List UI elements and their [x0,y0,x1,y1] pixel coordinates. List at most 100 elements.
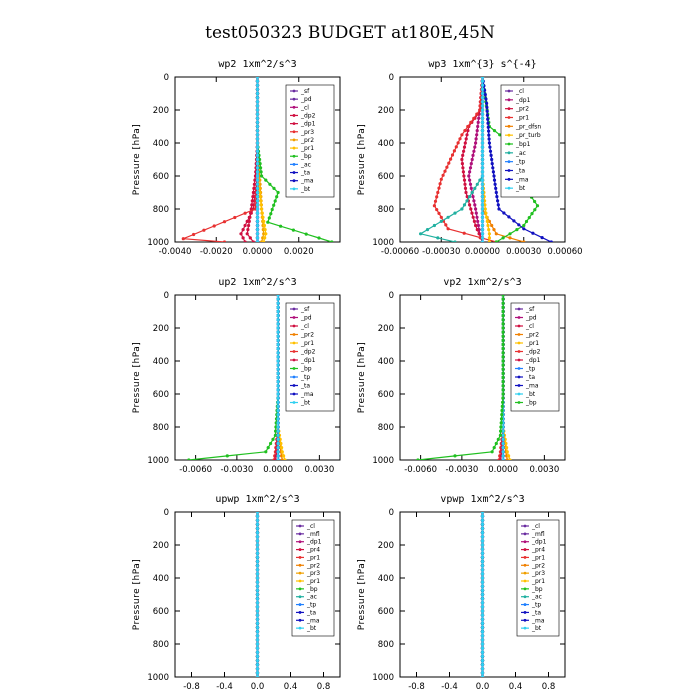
legend-label: _tp [300,374,310,381]
legend-marker [298,595,302,599]
data-point [487,129,491,133]
data-point [480,153,485,157]
data-point [447,161,451,165]
legend-marker [292,122,296,126]
legend-label: _mfl [531,531,545,538]
data-point [255,625,260,630]
legend-marker [298,626,302,630]
data-point [501,322,505,326]
data-point [480,601,485,605]
legend-marker [292,341,296,345]
data-point [255,535,260,539]
data-point [276,375,280,380]
data-point [243,223,247,228]
data-point [276,400,280,404]
legend-marker [292,358,296,362]
data-point [276,359,280,363]
data-point [255,584,260,588]
data-point [501,380,505,384]
data-point [463,186,468,190]
data-point [477,116,481,120]
data-point [416,458,420,460]
y-tick-label: 200 [378,324,394,334]
legend-label: _pr3 [306,570,320,577]
legend-marker [298,548,302,551]
data-point [212,224,216,228]
data-point [247,219,251,223]
legend-marker [523,595,527,599]
data-point [260,211,264,215]
data-point [522,223,526,228]
data-point [276,351,280,355]
legend-marker [298,563,302,567]
legend-label: _cl [525,323,534,330]
y-tick-label: 600 [153,390,169,400]
data-point [492,228,496,232]
data-point [441,173,445,177]
data-point [480,96,485,100]
data-point [480,531,485,535]
data-point [492,446,496,450]
data-point [464,190,468,195]
data-point [488,149,493,153]
legend-label: _pr4 [306,547,320,554]
legend-label: _dp1 [531,539,547,546]
legend-label: _sf [300,88,310,95]
data-point [480,137,485,141]
data-point [276,363,280,367]
data-point [449,157,453,161]
legend-marker [292,162,296,166]
data-point [499,425,503,429]
data-point [468,203,472,207]
legend-marker [292,367,296,370]
y-tick-label: 800 [378,640,394,650]
data-point [255,671,260,675]
data-point [255,182,260,186]
legend-label: _ac [306,594,317,601]
data-point [419,232,423,236]
data-point [452,149,456,153]
data-point [490,157,494,162]
legend-marker [298,579,302,583]
data-point [500,404,504,408]
data-point [480,129,485,133]
data-point [458,137,462,141]
data-point [460,133,464,137]
legend-marker [517,392,521,396]
y-tick-label: 1000 [372,673,394,683]
data-point [276,301,280,305]
data-point [251,195,255,199]
legend-label: _dp1 [525,357,541,364]
data-point [468,195,472,199]
data-point [276,417,280,421]
data-point [181,237,185,241]
data-point [245,232,249,236]
data-point [462,203,467,207]
legend-label: _ma [300,391,314,398]
data-point [480,178,485,182]
legend-label: _bp [531,586,543,593]
legend-marker [292,114,296,117]
data-point [317,236,321,240]
data-point [276,347,280,351]
data-point [248,236,252,240]
y-tick-label: 200 [378,106,394,116]
legend-label: _pr1 [515,115,529,122]
data-point [280,446,284,450]
data-point [480,228,485,232]
data-point [241,236,245,240]
data-point [504,441,508,446]
legend-label: _ac [515,150,526,157]
legend-marker [298,611,302,614]
data-point [463,141,467,145]
data-point [250,199,254,203]
data-point [439,177,443,181]
data-point [480,108,485,112]
data-point [533,208,537,212]
legend-label: _bp [300,153,312,160]
data-point [255,170,260,174]
legend-label: _pr3 [531,570,545,577]
data-point [549,240,553,242]
data-point [255,564,260,568]
legend-marker [298,618,302,622]
